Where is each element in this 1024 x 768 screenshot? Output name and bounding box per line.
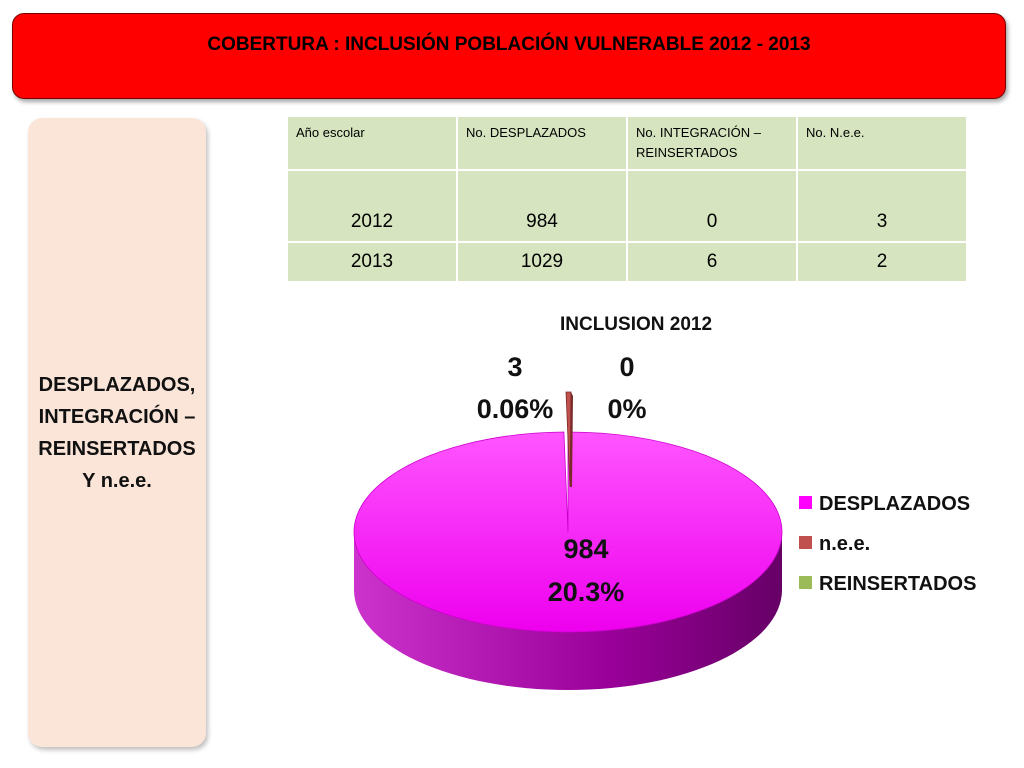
table-cell: 3 [796, 169, 968, 243]
side-panel: DESPLAZADOS, INTEGRACIÓN – REINSERTADOS … [28, 118, 206, 747]
data-label-nee-value: 3 [507, 352, 522, 382]
side-panel-line: INTEGRACIÓN – [38, 405, 196, 428]
column-header: No. DESPLAZADOS [456, 115, 628, 171]
pie-layer: 984 20.3% 3 0.06% 0 0% [353, 352, 783, 690]
column-header: Año escolar [286, 115, 458, 171]
legend-swatch [799, 496, 812, 509]
pie-side-wall [354, 532, 782, 690]
pie-slice-nee-side [570, 392, 573, 487]
table-cell: 1029 [456, 241, 628, 283]
legend-swatch [799, 536, 812, 549]
table-row: 2013 1029 6 2 [286, 241, 968, 283]
data-label-desplazados-percent: 20.3% [548, 577, 625, 607]
table-header-row: Año escolar No. DESPLAZADOS No. INTEGRAC… [286, 115, 968, 171]
data-label-reinsertados-value: 0 [619, 352, 634, 382]
table-cell: 2012 [286, 169, 458, 243]
side-panel-line: Y n.e.e. [82, 469, 152, 492]
data-label-desplazados-value: 984 [563, 534, 608, 564]
pie-slice-desplazados [353, 431, 783, 633]
coverage-table: Año escolar No. DESPLAZADOS No. INTEGRAC… [286, 115, 968, 283]
data-label-nee-percent: 0.06% [477, 394, 554, 424]
chart-title: INCLUSION 2012 [560, 314, 712, 335]
table-cell: 2 [796, 241, 968, 283]
side-panel-line: DESPLAZADOS, [38, 373, 196, 396]
column-header: No. N.e.e. [796, 115, 968, 171]
legend-label: n.e.e. [819, 533, 870, 555]
table-cell: 0 [626, 169, 798, 243]
table-row: 2012 984 0 3 [286, 169, 968, 243]
legend-label: REINSERTADOS [819, 573, 976, 595]
side-panel-line: REINSERTADOS [38, 437, 196, 460]
column-header: No. INTEGRACIÓN – REINSERTADOS [626, 115, 798, 171]
table-cell: 984 [456, 169, 628, 243]
table-cell: 6 [626, 241, 798, 283]
legend-swatch [799, 576, 812, 589]
table-cell: 2013 [286, 241, 458, 283]
chart-legend: DESPLAZADOS n.e.e. REINSERTADOS [799, 493, 976, 595]
banner-title: COBERTURA : INCLUSIÓN POBLACIÓN VULNERAB… [207, 34, 811, 55]
data-label-reinsertados-percent: 0% [607, 394, 646, 424]
legend-label: DESPLAZADOS [819, 493, 970, 515]
title-banner: COBERTURA : INCLUSIÓN POBLACIÓN VULNERAB… [12, 13, 1006, 99]
